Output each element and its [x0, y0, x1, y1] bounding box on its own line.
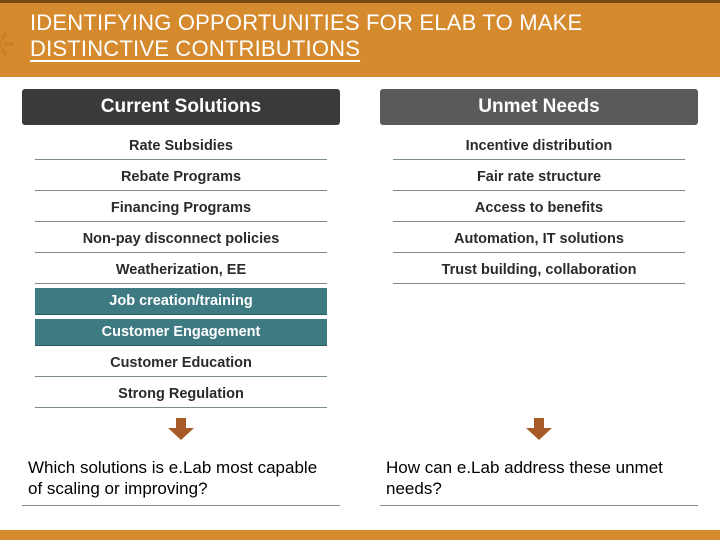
right-column-header: Unmet Needs [380, 89, 698, 125]
right-question: How can e.Lab address these unmet needs? [380, 451, 698, 507]
page-title-line2: DISTINCTIVE CONTRIBUTIONS [0, 36, 720, 62]
list-item: Weatherization, EE [35, 257, 328, 284]
list-item: Financing Programs [35, 195, 328, 222]
footer-band [0, 530, 720, 540]
list-item: Customer Education [35, 350, 328, 377]
list-item: Trust building, collaboration [393, 257, 686, 284]
list-item-highlighted: Customer Engagement [35, 319, 328, 346]
list-item: Fair rate structure [393, 164, 686, 191]
left-column-header: Current Solutions [22, 89, 340, 125]
page-title-line1: IDENTIFYING OPPORTUNITIES FOR ELAB TO MA… [0, 10, 720, 36]
left-question: Which solutions is e.Lab most capable of… [22, 451, 340, 507]
list-item: Automation, IT solutions [393, 226, 686, 253]
down-arrow-icon [526, 418, 552, 445]
content-area: Current Solutions Rate Subsidies Rebate … [0, 77, 720, 507]
list-item-highlighted: Job creation/training [35, 288, 328, 315]
list-item: Strong Regulation [35, 381, 328, 408]
list-item: Rebate Programs [35, 164, 328, 191]
list-item: Access to benefits [393, 195, 686, 222]
right-column: Unmet Needs Incentive distribution Fair … [380, 89, 698, 507]
list-item: Incentive distribution [393, 133, 686, 160]
left-column: Current Solutions Rate Subsidies Rebate … [22, 89, 340, 507]
title-band: IDENTIFYING OPPORTUNITIES FOR ELAB TO MA… [0, 0, 720, 77]
list-item: Rate Subsidies [35, 133, 328, 160]
down-arrow-icon [168, 418, 194, 445]
list-item: Non-pay disconnect policies [35, 226, 328, 253]
